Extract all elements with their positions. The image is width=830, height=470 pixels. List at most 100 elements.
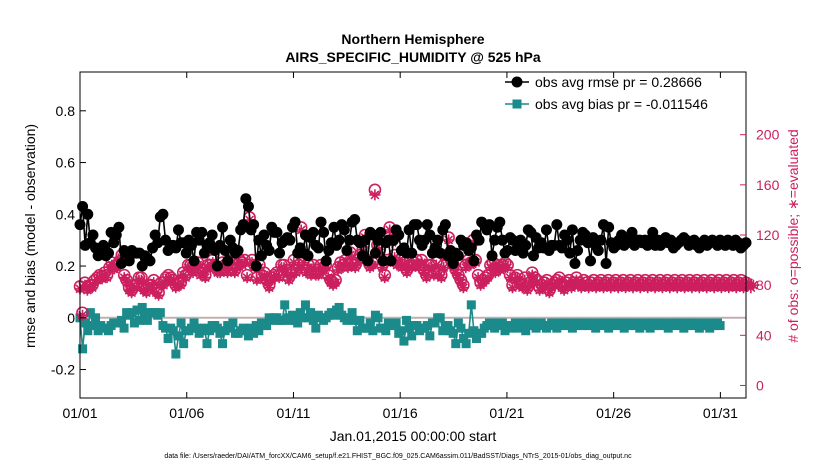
obs-evaluated-point <box>438 262 450 274</box>
obs-evaluated-point <box>106 259 118 271</box>
rmse-point <box>468 255 480 267</box>
obs-evaluated-point <box>421 272 432 284</box>
rmse-point <box>312 242 324 254</box>
bias-point <box>137 302 147 312</box>
rmse-point <box>494 216 506 228</box>
obs-evaluated-point <box>239 257 251 269</box>
obs-evaluated-point <box>278 262 290 274</box>
obs-evaluated-point <box>720 277 732 289</box>
obs-evaluated-point <box>524 279 536 291</box>
bias-point <box>163 333 173 343</box>
obs-evaluated-point <box>713 277 725 289</box>
obs-evaluated-point <box>401 267 413 279</box>
rmse-point <box>302 250 314 262</box>
obs-evaluated-point <box>96 273 108 285</box>
obs-evaluated-point <box>104 264 115 276</box>
obs-evaluated-point <box>229 267 241 279</box>
rmse-point <box>556 242 568 254</box>
bias-point <box>567 323 577 333</box>
bias-point <box>363 323 373 333</box>
obs-evaluated-point <box>413 262 425 274</box>
obs-evaluated-point <box>558 284 570 296</box>
bias-point <box>692 318 702 328</box>
rmse-point <box>87 229 99 241</box>
rmse-point <box>489 234 501 246</box>
obs-evaluated-point <box>187 267 199 279</box>
obs-evaluated-point <box>443 234 455 246</box>
rmse-point <box>473 234 485 246</box>
obs-evaluated-point <box>251 274 263 286</box>
obs-evaluated-point <box>135 274 147 286</box>
rmse-point <box>486 250 498 262</box>
legend: obs avg rmse pr = 0.28666 obs avg bias pr… <box>505 74 708 112</box>
obs-evaluated-point <box>531 277 543 289</box>
rmse-point <box>349 213 361 225</box>
legend-bias-label: obs avg bias pr = -0.011546 <box>535 96 708 112</box>
bias-point <box>464 328 474 338</box>
y-right-tick-label: 0 <box>756 377 764 393</box>
bias-point <box>435 313 445 323</box>
bias-point <box>189 318 199 328</box>
x-tick-label: 01/31 <box>703 405 738 421</box>
obs-evaluated-point <box>320 262 332 274</box>
rmse-point <box>566 224 578 236</box>
rmse-point <box>263 245 275 257</box>
obs-evaluated-point <box>487 259 499 271</box>
bias-point <box>373 313 383 323</box>
obs-evaluated-point <box>231 262 243 274</box>
rmse-point <box>411 219 423 231</box>
bias-point <box>679 323 689 333</box>
obs-evaluated-point <box>489 267 501 279</box>
bias-point <box>171 349 181 359</box>
obs-evaluated-point <box>543 287 555 299</box>
obs-evaluated-point <box>145 282 157 294</box>
obs-evaluated-point <box>504 272 516 284</box>
bias-point <box>443 321 453 331</box>
rmse-point <box>447 257 459 269</box>
obs-evaluated-point <box>588 277 600 289</box>
y-tick-label: 0.8 <box>56 103 76 119</box>
bias-point <box>448 328 458 338</box>
chart-title-line-2: AIRS_SPECIFIC_HUMIDITY @ 525 hPa <box>285 49 541 65</box>
bias-point <box>306 308 316 318</box>
bias-point <box>617 318 627 328</box>
obs-evaluated-point <box>241 272 253 284</box>
bias-point <box>241 326 251 336</box>
rmse-point <box>157 208 169 220</box>
rmse-point <box>572 245 584 257</box>
axes: -0.2 0 0.2 0.4 0.6 0.8 0 40 80 120 160 200 01/01 01/0… <box>51 71 780 421</box>
obs-evaluated-point <box>118 272 130 284</box>
obs-evaluated-point <box>482 272 494 284</box>
obs-evaluated-point <box>617 277 629 289</box>
obs-evaluated-point <box>595 277 607 289</box>
rmse-point <box>258 229 270 241</box>
rmse-point <box>377 255 389 267</box>
rmse-point <box>406 247 418 259</box>
rmse-point <box>82 208 94 220</box>
bias-point <box>381 326 391 336</box>
y-tick-label: 0.6 <box>56 155 76 171</box>
rmse-point <box>647 226 659 238</box>
bias-point <box>529 318 539 328</box>
rmse-point <box>242 201 254 213</box>
obs-evaluated-point <box>511 272 523 284</box>
legend-bias-marker <box>512 99 522 109</box>
obs-evaluated-point <box>654 277 666 289</box>
bias-point <box>497 318 507 328</box>
obs-evaluated-point <box>602 277 614 289</box>
obs-evaluated-point <box>140 287 152 299</box>
y-axis-label: rmse and bias (model - observation) <box>22 124 38 348</box>
obs-evaluated-point <box>349 262 361 274</box>
obs-evaluated-point <box>298 257 310 269</box>
chart-title: Northern Hemisphere AIRS_SPECIFIC_HUMIDI… <box>285 31 541 65</box>
rmse-point <box>206 229 218 241</box>
rmse-point <box>136 260 148 272</box>
bias-point <box>179 339 189 349</box>
obs-evaluated-point <box>322 272 334 284</box>
rmse-point <box>144 255 156 267</box>
rmse-point <box>217 221 229 233</box>
obs-evaluated-point <box>743 277 754 289</box>
rmse-point <box>341 245 353 257</box>
obs-evaluated-point <box>148 277 160 289</box>
rmse-point <box>569 257 581 269</box>
